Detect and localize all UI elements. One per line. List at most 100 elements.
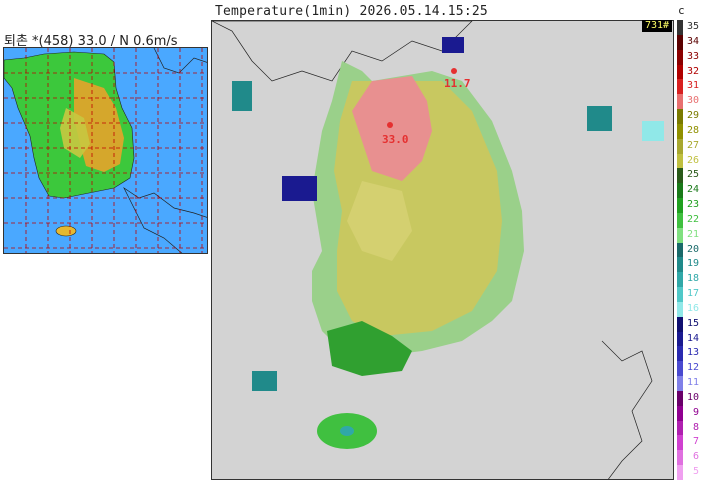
legend-row: 13 (677, 346, 699, 362)
legend-swatch (677, 138, 683, 154)
legend-label: 21 (686, 228, 699, 240)
legend-row: 18 (677, 272, 699, 288)
min-point-marker (451, 68, 457, 74)
legend-swatch (677, 227, 683, 243)
legend-label: 11 (686, 377, 699, 389)
main-map-svg (212, 21, 673, 479)
legend-label: 28 (686, 124, 699, 136)
legend-swatch (677, 153, 683, 169)
legend-row: 7 (677, 435, 699, 451)
legend-label: 15 (686, 317, 699, 329)
legend-row: 5 (677, 465, 699, 480)
legend-swatch (677, 361, 683, 377)
legend-row: 12 (677, 361, 699, 377)
legend-label: 27 (686, 139, 699, 151)
legend-label: 10 (686, 391, 699, 403)
legend-row: 16 (677, 301, 699, 317)
legend-row: 10 (677, 390, 699, 406)
cold-cell (442, 37, 464, 53)
legend-swatch (677, 94, 683, 110)
overview-inset-map[interactable] (3, 47, 208, 254)
cold-cell-west (282, 176, 317, 201)
legend-swatch (677, 405, 683, 421)
legend-swatch (677, 420, 683, 436)
legend-row: 32 (677, 64, 699, 80)
legend-row: 31 (677, 79, 699, 95)
legend-row: 19 (677, 257, 699, 273)
legend-label: 9 (692, 406, 699, 418)
legend-row: 30 (677, 94, 699, 110)
color-legend: 35 34 33 32 31 30 29 28 27 26 25 24 23 22 21 20 19 18 17 16… (677, 20, 699, 480)
legend-label: 26 (686, 154, 699, 166)
legend-swatch (677, 79, 683, 95)
legend-label: 22 (686, 213, 699, 225)
max-point-marker (387, 122, 393, 128)
legend-row: 22 (677, 212, 699, 228)
legend-row: 23 (677, 198, 699, 213)
inset-coastline-east (123, 186, 207, 253)
legend-swatch (677, 287, 683, 302)
legend-row: 8 (677, 420, 699, 436)
legend-label: 12 (686, 362, 699, 374)
legend-swatch (677, 49, 683, 65)
legend-label: 23 (686, 199, 699, 211)
legend-label: 32 (686, 65, 699, 77)
legend-swatch (677, 168, 683, 184)
legend-swatch (677, 20, 683, 35)
legend-swatch (677, 257, 683, 273)
legend-label: 8 (692, 421, 699, 433)
legend-row: 29 (677, 109, 699, 124)
legend-swatch (677, 183, 683, 199)
legend-row: 6 (677, 450, 699, 466)
legend-row: 28 (677, 123, 699, 139)
legend-label: 33 (686, 50, 699, 62)
legend-label: 20 (686, 243, 699, 255)
legend-swatch (677, 465, 683, 480)
legend-label: 16 (686, 302, 699, 314)
station-count-badge: 731# (642, 20, 672, 32)
max-temp-label: 33.0 (382, 133, 409, 146)
legend-swatch (677, 272, 683, 288)
cyan-cell-east (642, 121, 664, 141)
map-title: Temperature(1min) 2026.05.14.15:25 (215, 4, 488, 19)
legend-label: 14 (686, 332, 699, 344)
legend-swatch (677, 435, 683, 451)
teal-cell-east (587, 106, 612, 131)
temperature-main-map[interactable]: 33.0 11.7 (211, 20, 674, 480)
legend-row: 34 (677, 34, 699, 50)
legend-row: 9 (677, 405, 699, 421)
legend-row: 20 (677, 242, 699, 258)
legend-row: 27 (677, 138, 699, 154)
legend-swatch (677, 301, 683, 317)
legend-row: 15 (677, 316, 699, 332)
inset-island (55, 225, 77, 237)
legend-row: 24 (677, 183, 699, 199)
station-info: 퇴촌 *(458) 33.0 / N 0.6m/s (4, 34, 178, 49)
legend-swatch (677, 331, 683, 347)
legend-swatch (677, 376, 683, 391)
legend-label: 31 (686, 80, 699, 92)
legend-row: 17 (677, 287, 699, 302)
legend-label: 35 (686, 21, 699, 32)
legend-swatch (677, 450, 683, 466)
legend-label: 30 (686, 95, 699, 107)
legend-label: 6 (692, 451, 699, 463)
hot-region (352, 76, 432, 181)
legend-swatch (677, 242, 683, 258)
teal-cell-sw (252, 371, 277, 391)
legend-swatch (677, 390, 683, 406)
legend-label: 7 (692, 436, 699, 448)
legend-label: 34 (686, 35, 699, 47)
legend-row: 26 (677, 153, 699, 169)
legend-swatch (677, 109, 683, 124)
legend-row: 35 (677, 20, 699, 35)
warm-inland (347, 181, 412, 261)
legend-swatch (677, 64, 683, 80)
legend-row: 11 (677, 376, 699, 391)
legend-label: 17 (686, 288, 699, 300)
legend-label: 24 (686, 184, 699, 196)
inset-mild-region (60, 108, 90, 158)
japan-coastline (601, 340, 653, 479)
legend-label: 5 (692, 466, 699, 478)
legend-swatch (677, 316, 683, 332)
